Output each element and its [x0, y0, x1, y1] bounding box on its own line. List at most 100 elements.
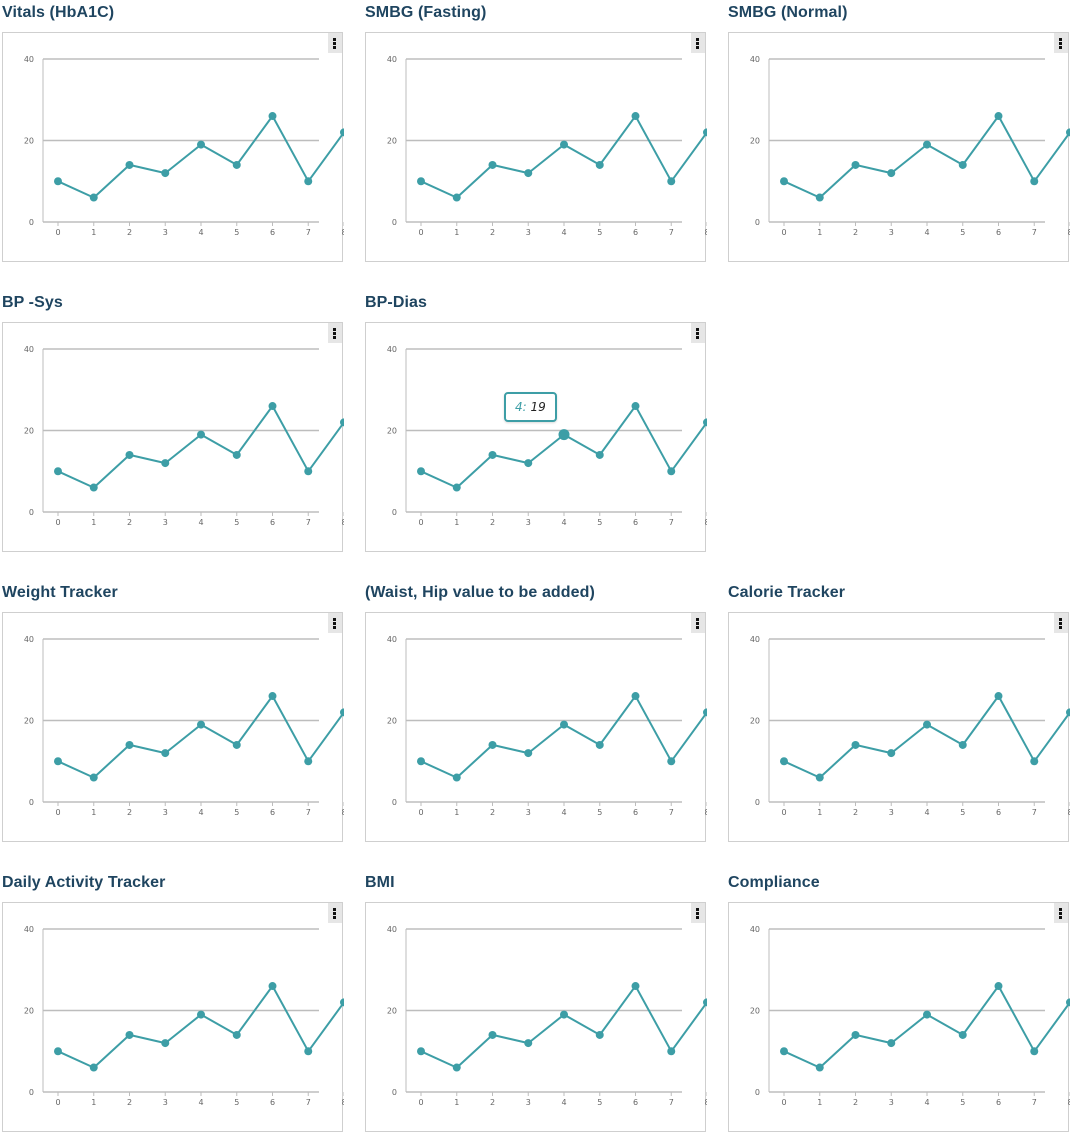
data-point[interactable]: [851, 740, 860, 749]
data-point[interactable]: [197, 1010, 205, 1019]
data-point[interactable]: [417, 177, 425, 186]
data-point[interactable]: [488, 740, 497, 749]
data-point[interactable]: [304, 467, 313, 476]
data-point[interactable]: [667, 757, 676, 766]
data-point[interactable]: [780, 177, 788, 186]
chart-menu-button[interactable]: [328, 903, 342, 923]
chart-menu-button[interactable]: [1054, 33, 1068, 53]
data-point[interactable]: [994, 692, 1003, 701]
data-point[interactable]: [851, 160, 860, 169]
data-point[interactable]: [268, 692, 277, 701]
chart-area[interactable]: 0 20 40 0 1 2 3 4 5 6 7 8: [2, 32, 344, 262]
data-point[interactable]: [340, 128, 344, 137]
data-point[interactable]: [89, 193, 98, 202]
chart-area[interactable]: 0 20 40 0 1 2 3 4 5 6 7 8: [728, 32, 1070, 262]
data-point[interactable]: [89, 1063, 98, 1072]
data-point[interactable]: [197, 140, 205, 149]
data-point[interactable]: [161, 169, 170, 178]
chart-menu-button[interactable]: [1054, 903, 1068, 923]
chart-area[interactable]: 0 20 40 0 1 2 3 4 5 6 7 8 4: 19: [365, 322, 707, 552]
data-point[interactable]: [887, 169, 896, 178]
data-point[interactable]: [667, 1047, 676, 1056]
chart-menu-button[interactable]: [691, 323, 705, 343]
data-point[interactable]: [631, 402, 640, 411]
data-point[interactable]: [560, 720, 568, 729]
data-point[interactable]: [125, 450, 134, 459]
data-point[interactable]: [923, 720, 931, 729]
chart-menu-button[interactable]: [328, 323, 342, 343]
data-point[interactable]: [1030, 1047, 1039, 1056]
chart-menu-button[interactable]: [328, 33, 342, 53]
data-point[interactable]: [197, 720, 205, 729]
chart-menu-button[interactable]: [691, 903, 705, 923]
data-point[interactable]: [524, 749, 533, 758]
data-point[interactable]: [89, 483, 98, 492]
data-point[interactable]: [923, 1010, 931, 1019]
data-point[interactable]: [161, 1039, 170, 1048]
data-point[interactable]: [417, 757, 425, 766]
data-point[interactable]: [340, 998, 344, 1007]
data-point[interactable]: [851, 1030, 860, 1039]
data-point[interactable]: [304, 1047, 313, 1056]
data-point[interactable]: [524, 459, 533, 468]
data-point[interactable]: [595, 1030, 604, 1039]
chart-area[interactable]: 0 20 40 0 1 2 3 4 5 6 7 8: [728, 612, 1070, 842]
chart-area[interactable]: 0 20 40 0 1 2 3 4 5 6 7 8: [365, 612, 707, 842]
data-point[interactable]: [161, 459, 170, 468]
data-point[interactable]: [631, 692, 640, 701]
data-point[interactable]: [1030, 177, 1039, 186]
data-point[interactable]: [54, 757, 62, 766]
data-point[interactable]: [560, 140, 568, 149]
chart-area[interactable]: 0 20 40 0 1 2 3 4 5 6 7 8: [2, 902, 344, 1132]
data-point[interactable]: [232, 740, 241, 749]
data-point[interactable]: [1066, 708, 1070, 717]
data-point[interactable]: [703, 418, 707, 427]
chart-area[interactable]: 0 20 40 0 1 2 3 4 5 6 7 8: [2, 612, 344, 842]
data-point[interactable]: [703, 708, 707, 717]
data-point[interactable]: [304, 177, 313, 186]
data-point[interactable]: [958, 1030, 967, 1039]
data-point[interactable]: [417, 1047, 425, 1056]
data-point[interactable]: [1030, 757, 1039, 766]
data-point[interactable]: [524, 169, 533, 178]
data-point[interactable]: [197, 430, 205, 439]
data-point[interactable]: [488, 160, 497, 169]
data-point[interactable]: [887, 1039, 896, 1048]
data-point[interactable]: [923, 140, 931, 149]
data-point[interactable]: [524, 1039, 533, 1048]
chart-menu-button[interactable]: [328, 613, 342, 633]
chart-menu-button[interactable]: [691, 33, 705, 53]
data-point[interactable]: [994, 112, 1003, 121]
data-point[interactable]: [815, 193, 824, 202]
chart-area[interactable]: 0 20 40 0 1 2 3 4 5 6 7 8: [2, 322, 344, 552]
data-point[interactable]: [452, 193, 461, 202]
chart-menu-button[interactable]: [691, 613, 705, 633]
data-point[interactable]: [667, 177, 676, 186]
data-point[interactable]: [417, 467, 425, 476]
chart-area[interactable]: 0 20 40 0 1 2 3 4 5 6 7 8: [728, 902, 1070, 1132]
data-point[interactable]: [268, 982, 277, 991]
data-point[interactable]: [89, 773, 98, 782]
chart-area[interactable]: 0 20 40 0 1 2 3 4 5 6 7 8: [365, 32, 707, 262]
data-point[interactable]: [125, 160, 134, 169]
data-point[interactable]: [780, 757, 788, 766]
data-point[interactable]: [232, 160, 241, 169]
data-point[interactable]: [54, 177, 62, 186]
data-point[interactable]: [1066, 998, 1070, 1007]
chart-menu-button[interactable]: [1054, 613, 1068, 633]
data-point[interactable]: [125, 1030, 134, 1039]
data-point[interactable]: [703, 998, 707, 1007]
data-point[interactable]: [558, 429, 570, 441]
data-point[interactable]: [815, 1063, 824, 1072]
data-point[interactable]: [488, 1030, 497, 1039]
data-point[interactable]: [232, 1030, 241, 1039]
data-point[interactable]: [994, 982, 1003, 991]
data-point[interactable]: [125, 740, 134, 749]
data-point[interactable]: [560, 1010, 568, 1019]
data-point[interactable]: [452, 483, 461, 492]
data-point[interactable]: [340, 708, 344, 717]
data-point[interactable]: [452, 773, 461, 782]
data-point[interactable]: [595, 740, 604, 749]
data-point[interactable]: [887, 749, 896, 758]
data-point[interactable]: [595, 450, 604, 459]
